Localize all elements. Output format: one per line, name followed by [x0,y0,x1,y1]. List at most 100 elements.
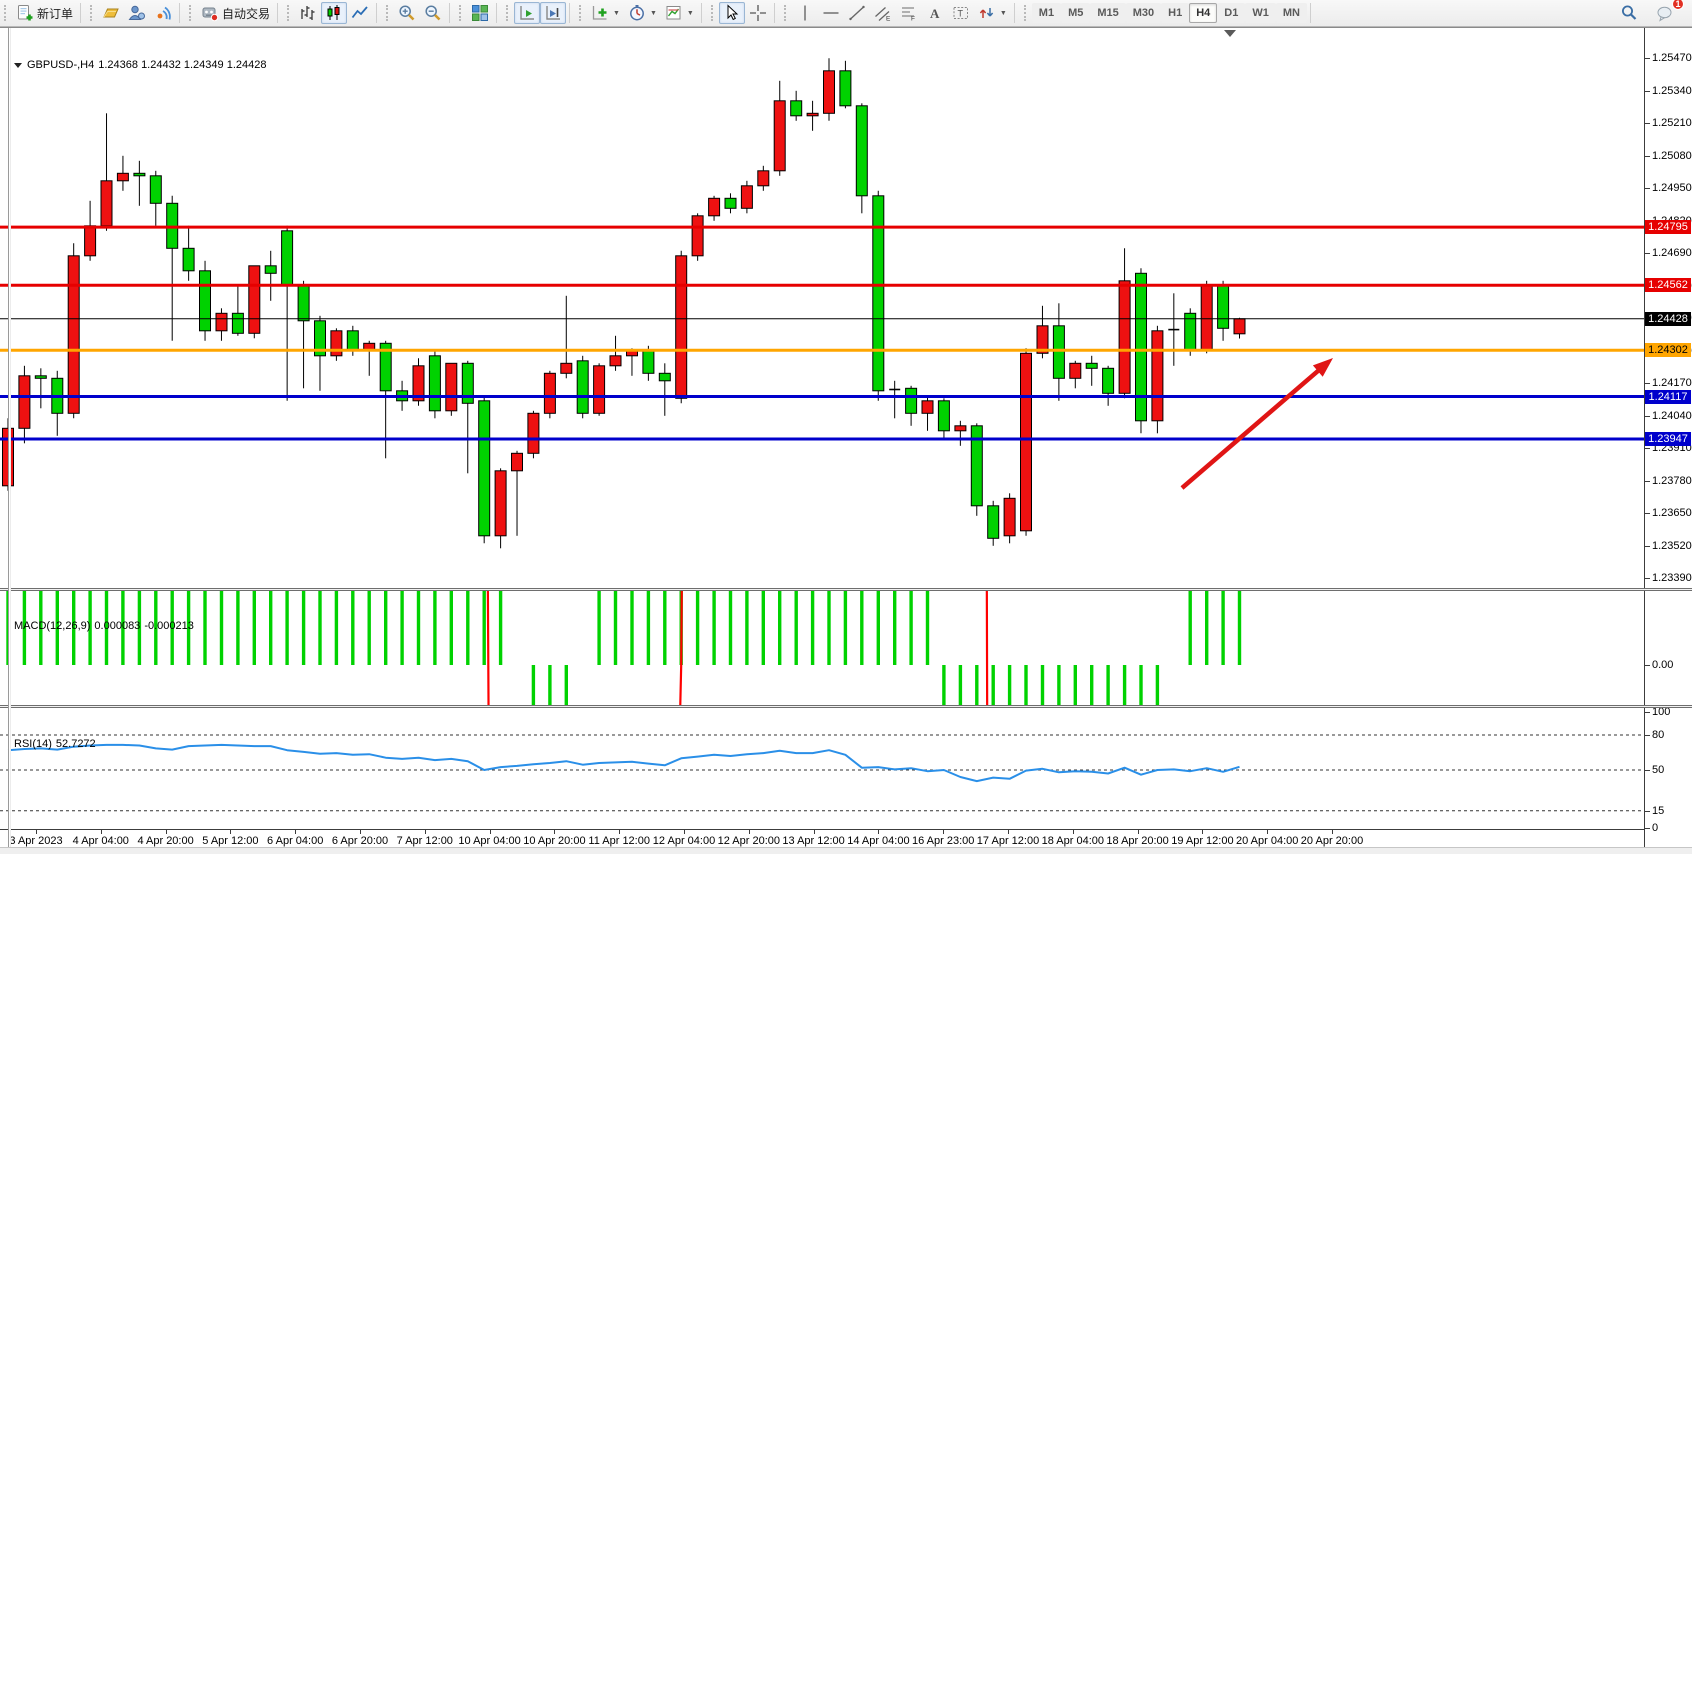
time-tick [360,830,361,834]
periods-button[interactable]: ▼ [624,2,661,24]
signals-button[interactable] [150,2,176,24]
auto-scroll-button[interactable] [514,2,541,24]
bars-chart-button[interactable] [295,2,321,24]
timeframe-h1-button[interactable]: H1 [1161,3,1190,23]
timeframe-w1-button[interactable]: W1 [1245,3,1276,23]
price-tick-label: 1.24690 [1652,247,1692,260]
timeframe-d1-button[interactable]: D1 [1217,3,1246,23]
toolbar-group [382,0,455,27]
line-chart-icon [351,4,369,22]
market-watch-button[interactable] [124,2,150,24]
toolbar-separator [80,3,82,23]
time-tick [295,830,297,834]
search-icon [1620,4,1638,22]
rsi-tick [1645,711,1650,713]
toolbar-group [86,0,185,27]
text-label-icon: T [952,4,970,22]
tile-windows-button[interactable] [467,2,493,24]
toolbar-separator [376,3,378,23]
price-tick [1645,383,1650,385]
time-tick [100,830,102,834]
chart-title: GBPUSD-,H4 1.24368 1.24432 1.24349 1.2442… [14,59,270,71]
toolbar-group: ▼ ▼ ▼ [575,0,707,27]
time-tick [1137,830,1139,834]
toolbar-separator [496,3,498,23]
hline-button[interactable] [818,2,844,24]
time-tick [1267,830,1269,834]
indicators-icon [591,4,609,22]
channel-button[interactable]: E [870,2,896,24]
crosshair-button[interactable] [745,2,771,24]
chevron-down-icon[interactable]: ▼ [613,9,620,17]
crosshair-icon [749,4,767,22]
price-tick [1645,155,1650,157]
price-tick [1645,415,1650,417]
splitter-main-macd[interactable] [0,588,1692,591]
timeframe-m30-button[interactable]: M30 [1125,3,1162,23]
time-tick [684,830,685,834]
toolbar-grip [459,5,464,21]
chart-shift-button[interactable] [540,2,567,24]
cursor-button[interactable] [718,2,745,24]
trendline-button[interactable] [844,2,870,24]
time-tick-label: 19 Apr 12:00 [1171,835,1234,847]
notification-badge: 1 [1672,0,1684,10]
text-button[interactable]: A [922,2,948,24]
price-tick-label: 1.23520 [1652,539,1692,552]
autotrade-button[interactable]: 自动交易 [197,2,274,24]
search-button[interactable] [1616,2,1642,24]
window-bottom-strip [0,847,1692,854]
timeframe-m5-button[interactable]: M5 [1061,3,1091,23]
templates-button[interactable]: ▼ [661,2,698,24]
timeframe-m1-button[interactable]: M1 [1031,3,1062,23]
price-tick-label: 1.23780 [1652,474,1692,487]
arrows-button[interactable]: ▼ [974,2,1011,24]
time-tick-label: 7 Apr 12:00 [396,835,453,847]
chart-menu-arrow-icon[interactable] [14,62,22,68]
candle-chart-button[interactable] [321,2,348,24]
price-tick-label: 1.25340 [1652,84,1692,97]
rsi-tick-label: 80 [1652,729,1665,741]
rsi-tick-label: 100 [1652,705,1671,718]
rsi-tick-label: 0 [1652,822,1659,835]
splitter-macd-rsi[interactable] [0,705,1692,708]
timeframe-m15-button[interactable]: M15 [1090,3,1126,23]
toolbar-group: 自动交易 [185,0,283,27]
toolbar-separator [700,3,702,23]
time-tick-label: 16 Apr 23:00 [911,835,975,847]
toolbar-grip [189,5,194,21]
toolbar-separator [449,3,451,23]
time-tick [554,830,556,834]
zoom-in-button[interactable] [394,2,420,24]
chart-ohlc-values: 1.24368 1.24432 1.24349 1.24428 [98,59,267,71]
candle-chart-icon [325,4,343,22]
timeframe-group: M1 M5 M15 M30 H1 H4 D1 W1 MN [1020,0,1316,27]
alerts-button[interactable]: 1 [1652,0,1684,24]
indicators-button[interactable]: ▼ [587,2,624,24]
toolbar-group: E F A T ▼ [780,0,1020,27]
toolbar-grip [90,5,95,21]
price-axis-line [1644,28,1645,847]
time-tick-label: 18 Apr 04:00 [1041,835,1104,847]
timeframe-mn-button[interactable]: MN [1275,3,1307,23]
chevron-down-icon[interactable]: ▼ [999,9,1007,17]
time-tick-label: 17 Apr 12:00 [976,835,1040,847]
new-order-button[interactable]: 新订单 [12,2,77,24]
text-label-button[interactable]: T [948,2,974,24]
fibonacci-button[interactable]: F [896,2,922,24]
window-top-border [0,27,1692,28]
chevron-down-icon[interactable]: ▼ [686,9,694,17]
vline-button[interactable] [792,2,818,24]
templates-icon [665,4,683,22]
price-tick-label: 1.23390 [1652,572,1692,585]
new-order-icon [16,4,34,22]
line-chart-button[interactable] [347,2,373,24]
chevron-down-icon[interactable]: ▼ [649,9,657,17]
price-tick-label: 1.25470 [1652,52,1692,65]
zoom-out-button[interactable] [420,2,446,24]
rsi-tick [1645,810,1650,812]
time-tick [489,830,491,834]
profiles-button[interactable] [98,2,124,24]
timeframe-h4-button[interactable]: H4 [1189,3,1218,23]
time-tick-label: 13 Apr 12:00 [782,835,845,847]
